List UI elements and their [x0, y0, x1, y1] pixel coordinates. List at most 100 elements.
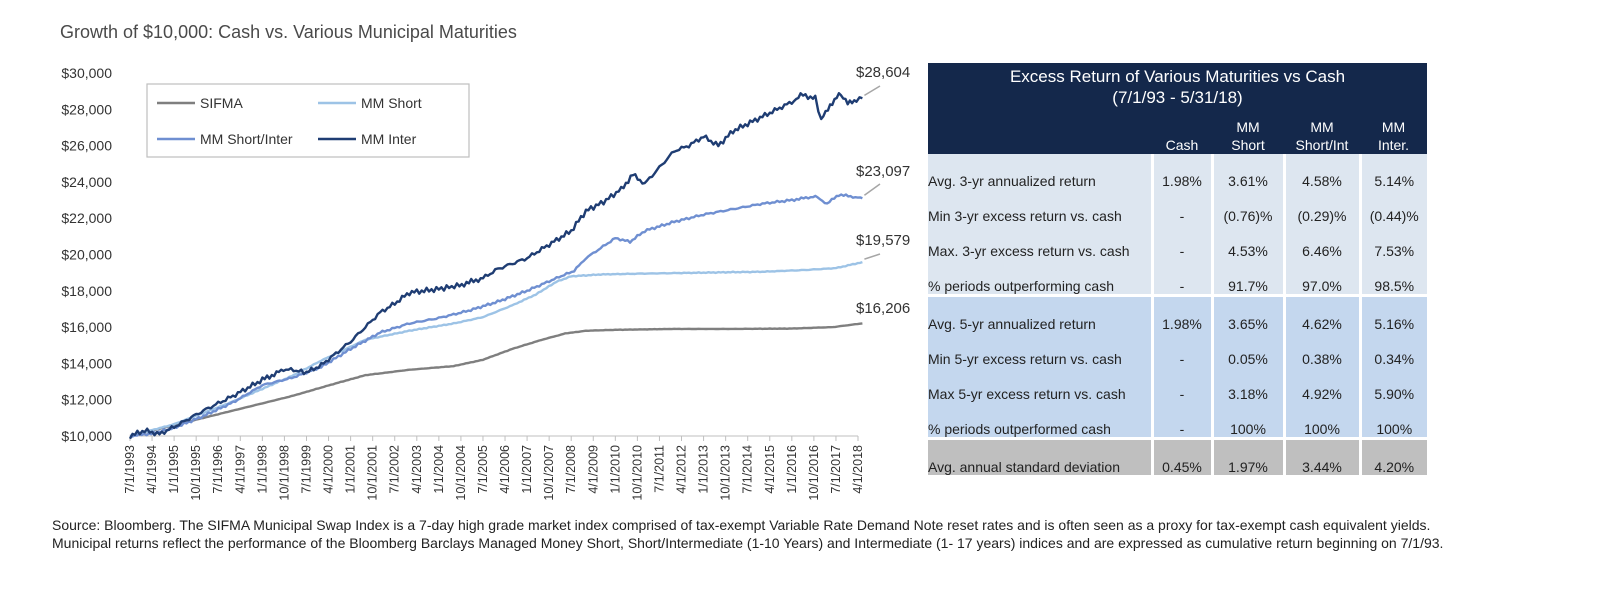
table-cell: 3.65% [1210, 294, 1284, 332]
x-tick-label: 7/1/2014 [741, 445, 755, 494]
table-row-label: Avg. 3-yr annualized return [928, 154, 1152, 189]
end-label-leader [863, 183, 881, 196]
y-tick-label: $10,000 [61, 428, 112, 444]
end-label: $28,604 [856, 64, 910, 81]
y-tick-label: $12,000 [61, 392, 112, 408]
excess-return-table: Excess Return of Various Maturities vs C… [928, 63, 1428, 475]
x-tick-label: 1/1/1995 [167, 445, 181, 494]
x-tick-label: 7/1/1999 [299, 445, 313, 494]
table-cell: 3.44% [1282, 437, 1360, 475]
x-tick-label: 4/1/2018 [851, 445, 865, 494]
table-cell: 6.46% [1282, 224, 1360, 259]
table-cell: 7.53% [1358, 224, 1428, 259]
y-tick-label: $22,000 [61, 210, 112, 226]
table-cell: (0.76)% [1210, 189, 1284, 224]
table-row: Avg. 3-yr annualized return 1.98% 3.61% 4.5… [928, 154, 1428, 189]
table-column-header: MM Short/Int [1284, 111, 1360, 154]
table-cell: - [1150, 367, 1212, 402]
y-tick-label: $18,000 [61, 283, 112, 299]
end-label-leader [864, 253, 881, 260]
series-lines [128, 92, 863, 440]
table-cell: 5.90% [1358, 367, 1428, 402]
table-row-label: % periods outperforming cash [928, 259, 1152, 296]
table-row: Min 5-yr excess return vs. cash -0.05% 0.3… [928, 332, 1428, 367]
x-tick-label: 10/1/2013 [719, 445, 733, 501]
table-cell: - [1150, 402, 1212, 439]
series-line-sifma [129, 322, 863, 438]
table-cell: 4.20% [1358, 437, 1428, 475]
x-tick-label: 4/1/1997 [233, 445, 247, 494]
x-tick-label: 4/1/2006 [498, 445, 512, 494]
table-cell: 1.98% [1150, 294, 1212, 332]
table-cell: 1.97% [1210, 437, 1284, 475]
table-row-label: Avg. annual standard deviation [928, 437, 1152, 475]
table-cell: - [1150, 224, 1212, 259]
table-row-label: % periods outperformed cash [928, 402, 1152, 439]
table-column-header: Cash [1152, 111, 1212, 154]
x-tick-label: 1/1/2004 [432, 445, 446, 494]
x-axis: 7/1/1993 4/1/1994 1/1/1995 10/1/1995 7/1/199… [123, 435, 865, 501]
table-header-blank [928, 111, 1152, 154]
x-tick-label: 10/1/2016 [807, 445, 821, 501]
table-column-header: MM Short [1212, 111, 1284, 154]
table-row: Avg. annual standard deviation 0.45% 1.97%… [928, 437, 1428, 475]
x-tick-label: 10/1/1998 [277, 445, 291, 501]
table-cell: 4.53% [1210, 224, 1284, 259]
end-label: $23,097 [856, 163, 910, 180]
x-tick-label: 7/1/2008 [564, 445, 578, 494]
table-body: Avg. 3-yr annualized return 1.98% 3.61% 4.5… [928, 154, 1428, 475]
table-row: % periods outperforming cash -91.7% 97.0% 9… [928, 259, 1428, 296]
end-label: $19,579 [856, 232, 910, 249]
legend-label: SIFMA [200, 95, 243, 111]
growth-line-chart: $10,000 $12,000 $14,000 $16,000 $18,000 $20,0… [61, 64, 910, 501]
legend-label: MM Inter [361, 131, 417, 147]
table-title-line1: Excess Return of Various Maturities vs C… [1009, 67, 1346, 86]
table-title: Excess Return of Various Maturities vs C… [928, 63, 1428, 111]
legend-label: MM Short [361, 95, 422, 111]
table-row-label: Min 5-yr excess return vs. cash [928, 332, 1152, 367]
end-label-leader [864, 85, 881, 96]
table-cell: 1.98% [1150, 154, 1212, 189]
table-cell: 4.62% [1282, 294, 1360, 332]
x-tick-label: 4/1/2003 [410, 445, 424, 494]
table-row: Avg. 5-yr annualized return 1.98% 3.65% 4.6… [928, 294, 1428, 332]
table-cell: 0.45% [1150, 437, 1212, 475]
table-cell: 3.18% [1210, 367, 1284, 402]
table-cell: 97.0% [1282, 259, 1360, 296]
y-tick-label: $30,000 [61, 65, 112, 81]
x-tick-label: 4/1/2015 [763, 445, 777, 494]
series-line-mm-short-inter [129, 193, 863, 438]
legend-label: MM Short/Inter [200, 131, 293, 147]
table-row-label: Avg. 5-yr annualized return [928, 294, 1152, 332]
table-cell: 98.5% [1358, 259, 1428, 296]
end-label: $16,206 [856, 300, 910, 317]
series-line-mm-short [129, 260, 863, 437]
table-cell: (0.44)% [1358, 189, 1428, 224]
x-tick-label: 4/1/2009 [586, 445, 600, 494]
table-row-label: Max. 3-yr excess return vs. cash [928, 224, 1152, 259]
x-tick-label: 1/1/1998 [255, 445, 269, 494]
chart-legend: SIFMA MM Short MM Short/Inter MM Inter [146, 83, 470, 158]
table-cell: 100% [1358, 402, 1428, 439]
series-line-mm-inter [128, 92, 863, 440]
x-tick-label: 4/1/2012 [675, 445, 689, 494]
table-cell: 100% [1282, 402, 1360, 439]
y-tick-label: $26,000 [61, 138, 112, 154]
y-axis: $10,000 $12,000 $14,000 $16,000 $18,000 $20,0… [61, 65, 112, 444]
y-tick-label: $20,000 [61, 247, 112, 263]
y-tick-label: $28,000 [61, 101, 112, 117]
table-row-label: Min 3-yr excess return vs. cash [928, 189, 1152, 224]
table-cell: - [1150, 189, 1212, 224]
x-tick-label: 1/1/2010 [608, 445, 622, 494]
x-tick-label: 7/1/2002 [388, 445, 402, 494]
x-tick-label: 7/1/2011 [652, 445, 666, 493]
x-tick-label: 1/1/2007 [520, 445, 534, 494]
y-tick-label: $16,000 [61, 319, 112, 335]
x-tick-label: 10/1/2010 [630, 445, 644, 501]
table-cell: 0.05% [1210, 332, 1284, 367]
x-tick-label: 10/1/2004 [454, 445, 468, 501]
x-tick-label: 10/1/1995 [189, 445, 203, 501]
table-title-line2: (7/1/93 - 5/31/18) [1112, 88, 1243, 107]
source-footnote: Source: Bloomberg. The SIFMA Municipal S… [52, 517, 1444, 551]
legend-box [146, 83, 470, 158]
